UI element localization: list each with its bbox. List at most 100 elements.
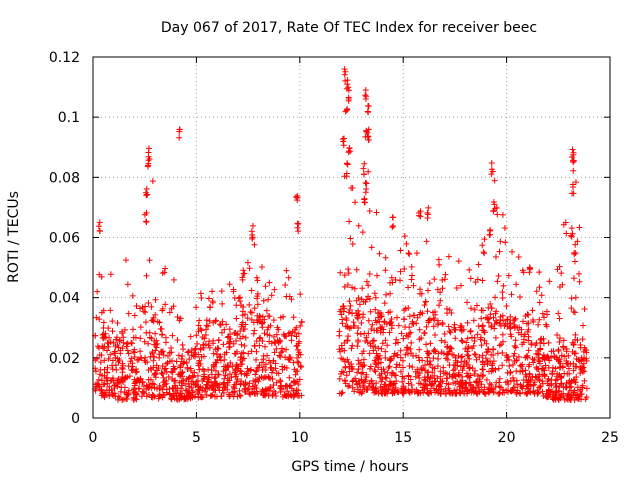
roti-point: [516, 389, 523, 396]
roti-point: [152, 296, 159, 303]
roti-point: [572, 241, 579, 248]
roti-point: [380, 366, 387, 373]
roti-point: [348, 345, 355, 352]
roti-point: [281, 332, 288, 339]
roti-point: [424, 354, 431, 361]
roti-point: [231, 369, 238, 376]
roti-point: [446, 328, 453, 335]
roti-point: [440, 350, 447, 357]
roti-point: [165, 373, 172, 380]
roti-point: [502, 321, 509, 328]
roti-point: [438, 337, 445, 344]
roti-point: [397, 247, 404, 254]
roti-point: [405, 350, 412, 357]
roti-point: [434, 355, 441, 362]
roti-point: [294, 359, 301, 366]
roti-point: [112, 336, 119, 343]
roti-point: [448, 345, 455, 352]
roti-point: [104, 369, 111, 376]
roti-point: [295, 220, 302, 227]
roti-point: [464, 373, 471, 380]
roti-point: [352, 199, 359, 206]
roti-point: [454, 386, 461, 393]
roti-point: [497, 316, 504, 323]
roti-point: [286, 355, 293, 362]
roti-point: [132, 334, 139, 341]
roti-point: [574, 337, 581, 344]
roti-point: [571, 258, 578, 265]
roti-point: [503, 303, 510, 310]
roti-point: [192, 353, 199, 360]
roti-point: [417, 213, 424, 220]
roti-point: [121, 384, 128, 391]
roti-point: [239, 361, 246, 368]
roti-point: [505, 356, 512, 363]
roti-point: [121, 326, 128, 333]
roti-point: [424, 390, 431, 397]
roti-point: [211, 378, 218, 385]
roti-point: [554, 332, 561, 339]
roti-point: [195, 351, 202, 358]
roti-point: [397, 347, 404, 354]
roti-point: [158, 370, 165, 377]
roti-point: [337, 269, 344, 276]
roti-point: [245, 350, 252, 357]
roti-point: [120, 378, 127, 385]
roti-point: [572, 294, 579, 301]
roti-point: [356, 301, 363, 308]
roti-point: [155, 395, 162, 402]
y-tick-label: 0.04: [49, 291, 80, 307]
roti-point: [114, 396, 121, 403]
roti-point: [437, 368, 444, 375]
roti-point: [106, 387, 113, 394]
y-tick-label: 0.1: [58, 110, 80, 126]
roti-point: [341, 272, 348, 279]
roti-point: [405, 380, 412, 387]
roti-point: [416, 311, 423, 318]
roti-point: [278, 349, 285, 356]
roti-point: [570, 167, 577, 174]
roti-point: [98, 392, 105, 399]
roti-point: [134, 376, 141, 383]
roti-point: [232, 329, 239, 336]
roti-point: [211, 363, 218, 370]
roti-point: [371, 367, 378, 374]
roti-point: [394, 388, 401, 395]
roti-point: [468, 381, 475, 388]
roti-point: [408, 388, 415, 395]
roti-point: [358, 376, 365, 383]
roti-point: [213, 351, 220, 358]
roti-point: [425, 319, 432, 326]
roti-point: [95, 376, 102, 383]
roti-point: [406, 330, 413, 337]
roti-point: [407, 346, 414, 353]
roti-point: [222, 363, 229, 370]
roti-point: [461, 363, 468, 370]
roti-point: [473, 356, 480, 363]
roti-point: [576, 224, 583, 231]
roti-point: [174, 396, 181, 403]
roti-point: [424, 211, 431, 218]
roti-point: [210, 383, 217, 390]
roti-point: [414, 314, 421, 321]
roti-point: [215, 384, 222, 391]
roti-point: [194, 372, 201, 379]
roti-point: [464, 319, 471, 326]
roti-point: [467, 275, 474, 282]
roti-point: [264, 352, 271, 359]
roti-point: [158, 325, 165, 332]
roti-point: [426, 280, 433, 287]
roti-point: [191, 369, 198, 376]
roti-point: [365, 133, 372, 140]
roti-point: [162, 265, 169, 272]
roti-point: [435, 256, 442, 263]
roti-point: [415, 209, 422, 216]
roti-point: [365, 282, 372, 289]
roti-point: [292, 326, 299, 333]
roti-point: [483, 349, 490, 356]
roti-point: [446, 371, 453, 378]
roti-point: [234, 348, 241, 355]
roti-point: [495, 273, 502, 280]
roti-point: [381, 318, 388, 325]
roti-point: [368, 244, 375, 251]
